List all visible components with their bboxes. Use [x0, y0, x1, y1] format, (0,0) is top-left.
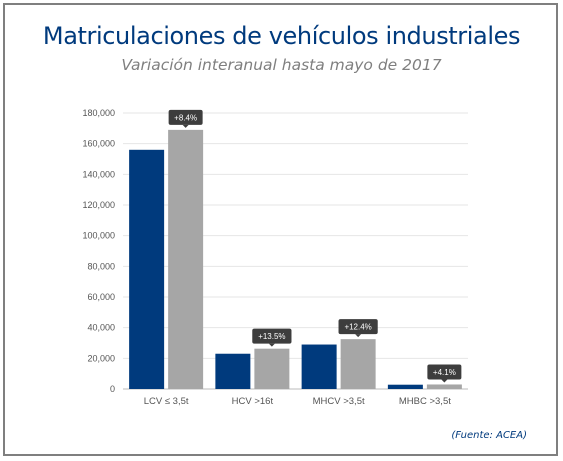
bar-series-1 [387, 384, 423, 389]
y-tick-label: 160,000 [82, 139, 115, 149]
change-badge [168, 109, 203, 125]
change-badge-label: +4.1% [433, 368, 456, 377]
y-tick-label: 120,000 [82, 200, 115, 210]
x-tick-label: MHCV >3,5t [313, 396, 365, 407]
y-tick-label: 0 [110, 384, 115, 394]
y-tick-label: 100,000 [82, 231, 115, 241]
change-badge [427, 364, 462, 380]
change-badge-label: +13.5% [258, 332, 285, 341]
change-badge-pointer [355, 334, 362, 338]
chart-subtitle: Variación interanual hasta mayo de 2017 [121, 56, 442, 74]
change-badge [338, 319, 378, 335]
y-tick-label: 140,000 [82, 169, 115, 179]
bar-series-2 [426, 384, 462, 389]
source-note: (Fuente: ACEA) [451, 430, 527, 441]
change-badge-label: +12.4% [344, 323, 371, 332]
bar-series-2 [254, 348, 290, 389]
x-tick-label: LCV ≤ 3,5t [144, 396, 189, 407]
change-badge-pointer [441, 379, 448, 383]
x-tick-label: MHBC >3,5t [399, 396, 451, 407]
change-badge [252, 328, 292, 344]
change-badge-pointer [182, 124, 189, 128]
change-badge-label: +8.4% [174, 113, 197, 122]
y-tick-label: 20,000 [87, 353, 115, 363]
bar-series-1 [215, 353, 251, 389]
chart-title: Matriculaciones de vehículos industriale… [42, 22, 521, 50]
y-tick-label: 40,000 [87, 323, 115, 333]
y-tick-label: 80,000 [87, 261, 115, 271]
bar-series-2 [168, 129, 204, 389]
change-badge-pointer [268, 343, 275, 347]
bar-series-1 [301, 344, 337, 389]
bar-series-1 [129, 149, 165, 389]
y-tick-label: 60,000 [87, 292, 115, 302]
y-tick-label: 180,000 [82, 108, 115, 118]
bar-series-2 [340, 339, 376, 389]
x-tick-label: HCV >16t [232, 396, 274, 407]
